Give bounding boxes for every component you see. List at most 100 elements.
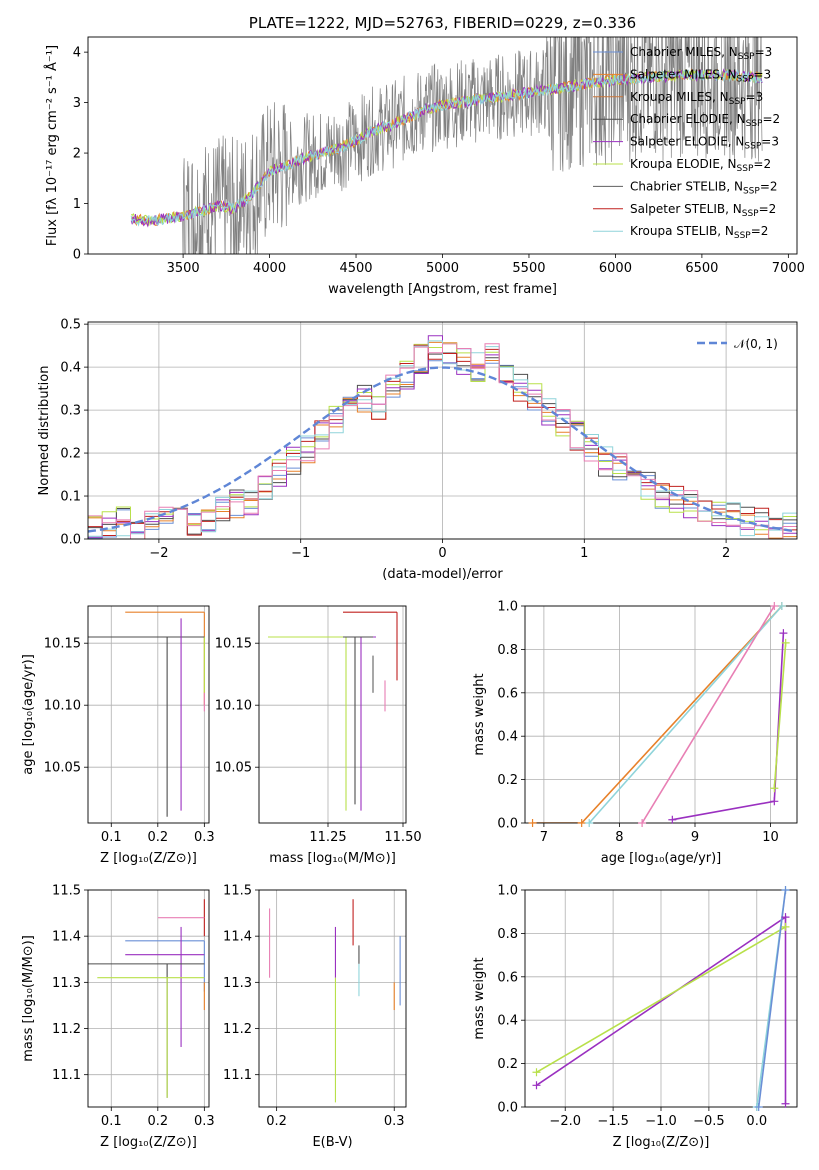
x-tick-label: −1.0 [645,1114,677,1129]
weight-line [536,926,786,1073]
y-tick-label: 0.3 [60,404,81,419]
legend-entry: 𝒩(0, 1) [734,337,778,351]
weight-marker [577,819,586,827]
x-tick-label: 0.0 [746,1114,767,1129]
y-tick-label: 2 [73,147,81,162]
y-tick-label: 10.10 [215,699,252,714]
x-axis-label: wavelength [Angstrom, rest frame] [328,282,557,297]
x-tick-label: 11.50 [384,830,421,845]
model-line-kroupa_stelib [130,68,763,227]
weight-line [672,633,785,821]
weight-marker [781,886,790,894]
x-tick-label: 0.2 [147,830,168,845]
y-axis-label: age [log₁₀(age/yr)] [21,654,36,775]
data-spectrum-line [130,37,763,254]
weight-marker [668,815,677,824]
x-tick-label: 0.3 [384,1114,405,1129]
y-tick-label: 0.0 [497,1101,518,1116]
y-tick-label: 11.4 [52,930,81,945]
x-tick-label: 0.3 [194,830,215,845]
plot-area [88,611,205,817]
weight-line [757,890,787,1107]
weight-marker [528,819,537,827]
plot-area [88,335,797,539]
y-tick-label: 0.8 [497,643,518,658]
model-line-salpeter_elodie [130,68,763,228]
y-tick-label: 0.1 [60,490,81,505]
axes-frame [87,36,798,255]
x-tick-label: 0.3 [194,1114,215,1129]
x-tick-label: 0.2 [266,1114,287,1129]
y-tick-label: 11.4 [223,930,252,945]
y-tick-label: 11.3 [52,976,81,991]
panel-age_vs_Z: 0.1 0.2 0.3 10.05 10.10 10.15 Z [log₁₀(Z/Z⊙)] a… [21,605,215,866]
x-tick-label: 4000 [253,261,286,276]
x-tick-label: 5500 [512,261,545,276]
x-tick-label: 11.25 [309,830,346,845]
weight-line [773,642,787,789]
panel-residuals: −2 −1 0 1 2 0.0 0.1 0.2 0.3 0.4 0.5 (data-model)/er… [37,318,798,582]
axes-frame [258,605,407,824]
x-tick-label: 5000 [426,261,459,276]
x-tick-label: 2 [722,546,730,561]
y-tick-label: 3 [73,96,81,111]
weight-marker [532,1081,541,1090]
y-tick-label: 10.05 [44,761,81,776]
y-tick-label: 0.8 [497,927,518,942]
weight-marker [781,1099,790,1108]
axes-frame [87,889,210,1108]
x-axis-label: Z [log₁₀(Z/Z⊙)] [100,1135,197,1150]
weight-marker [770,784,779,793]
panel-mass_vs_EBV: 0.2 0.3 11.1 11.2 11.3 11.4 11.5 E(B-V) [223,884,407,1150]
plot-area [536,890,787,1107]
legend-entry: Chabrier MILES, NSSP=3 [630,45,772,62]
weight-marker [781,913,790,922]
legend-entry: Salpeter STELIB, NSSP=2 [630,202,776,219]
x-tick-label: 8 [615,830,623,845]
y-tick-label: 11.3 [223,976,252,991]
x-tick-label: 0 [438,546,446,561]
x-tick-label: 0.1 [101,1114,122,1129]
y-axis-label: Flux [fλ 10⁻¹⁷ erg cm⁻² s⁻¹ Å⁻¹] [44,45,60,246]
panel-weight_vs_age: 7 8 9 10 0.0 0.2 0.4 0.6 0.8 1.0 age [log₁₀(age/yr… [472,600,798,866]
y-tick-label: 1.0 [497,600,518,615]
weight-line [588,606,783,823]
panel-spectrum: 3500 4000 4500 5000 5500 6000 6500 7000 0 1 2 3 4 wav… [44,14,805,297]
y-tick-label: 0.2 [60,447,81,462]
y-tick-label: 10.15 [44,637,81,652]
x-tick-label: 3500 [167,261,200,276]
x-tick-label: −1 [291,546,310,561]
panel-age_vs_mass: 11.25 11.50 10.05 10.10 10.15 mass [log₁₀(M/M… [215,605,422,866]
x-tick-label: 0.1 [101,830,122,845]
axes-frame [87,321,798,540]
x-axis-label: Z [log₁₀(Z/Z⊙)] [100,851,197,866]
legend-entry: Kroupa ELODIE, NSSP=2 [630,157,771,174]
y-tick-label: 10.10 [44,699,81,714]
plot-area [88,899,205,1098]
y-tick-label: 11.5 [223,884,252,899]
legend-entry: Salpeter ELODIE, NSSP=3 [630,135,779,152]
legend-entry: Kroupa MILES, NSSP=3 [630,90,763,107]
plot-area [268,611,398,811]
x-tick-label: 6500 [685,261,718,276]
x-tick-label: −0.5 [693,1114,725,1129]
x-tick-label: 4500 [339,261,372,276]
chart-title: PLATE=1222, MJD=52763, FIBERID=0229, z=0… [249,14,636,32]
weight-marker [532,1068,541,1077]
x-tick-label: 9 [691,830,699,845]
y-tick-label: 10.05 [215,761,252,776]
legend-entry: Kroupa STELIB, NSSP=2 [630,224,768,241]
y-axis-label: mass [log₁₀(M/M⊙)] [21,935,36,1062]
plot-area [130,37,763,254]
plot-area [269,899,401,1103]
weight-marker [754,1103,763,1111]
y-tick-label: 0.4 [497,730,518,745]
weight-marker [781,638,790,647]
weight-marker [638,819,647,827]
axes-frame [258,889,407,1108]
weight-marker [770,797,779,806]
y-axis-label: Normed distribution [37,366,52,496]
y-tick-label: 0.4 [497,1014,518,1029]
legend-entry: Chabrier STELIB, NSSP=2 [630,179,778,196]
weight-marker [585,819,594,827]
